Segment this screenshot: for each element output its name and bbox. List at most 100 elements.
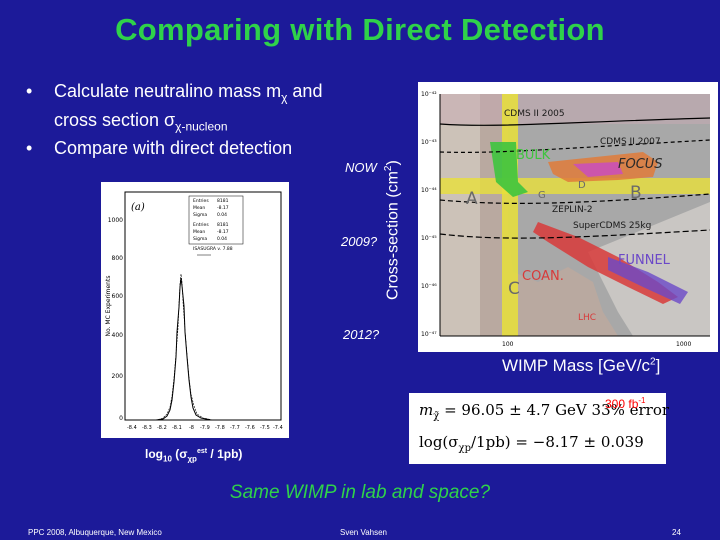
stats-label: Sigma bbox=[193, 236, 207, 242]
note-now: NOW bbox=[345, 160, 377, 175]
hist-x-tick: -7.6 bbox=[245, 425, 255, 431]
zeplin-2-curve bbox=[439, 193, 711, 204]
benchmark-g: G bbox=[538, 190, 546, 201]
axis-label-text: WIMP Mass [GeV/c bbox=[502, 356, 650, 375]
bullet-item-compare: Compare with direct detection bbox=[26, 137, 322, 159]
bulk-region bbox=[490, 142, 528, 197]
xlabel-part: (σ bbox=[171, 447, 188, 461]
hist-x-tick: -7.7 bbox=[230, 425, 240, 431]
funnel-region bbox=[608, 257, 688, 304]
xlabel-sub: χp bbox=[187, 454, 197, 464]
formula-cross-section: log(σχp/1pb) = −8.17 ± 0.039 bbox=[419, 433, 644, 454]
hist-y-tick: 400 bbox=[112, 332, 124, 339]
stats-value: 8181 bbox=[217, 222, 229, 228]
note-2012: 2012? bbox=[343, 327, 380, 342]
hist-x-axis-label: log10 (σχpest / 1pb) bbox=[145, 447, 242, 463]
focus-region-purple bbox=[573, 162, 623, 177]
cdms-2005-curve bbox=[439, 117, 711, 126]
stats-box bbox=[188, 195, 244, 245]
stats-label: Mean bbox=[193, 205, 205, 211]
label-zeplin: ZEPLIN-2 bbox=[552, 205, 593, 215]
stats-label: Entries bbox=[193, 198, 209, 204]
luminosity-exponent: -1 bbox=[638, 396, 646, 405]
plot-y-tick: 10⁻⁴² bbox=[421, 91, 437, 98]
hist-y-tick: 200 bbox=[112, 373, 124, 380]
hist-x-tick: -7.9 bbox=[200, 425, 210, 431]
axis-label-sup: 2 bbox=[383, 165, 394, 172]
plot-x-tick: 100 bbox=[502, 341, 514, 348]
xlabel-part: log bbox=[145, 447, 163, 461]
stats-value: 0.04 bbox=[217, 212, 227, 218]
footer-author: Sven Vahsen bbox=[340, 528, 387, 537]
formula-sub: χp bbox=[458, 443, 471, 454]
bullet-item-mass: Calculate neutralino mass mχ and cross s… bbox=[26, 80, 322, 137]
bullet-text: and bbox=[287, 81, 323, 101]
histogram-fit-curve bbox=[125, 273, 281, 421]
stats-value: -8.17 bbox=[217, 205, 229, 211]
formula-mass: mχ̃ = 96.05 ± 4.7 GeV 33% error bbox=[419, 401, 669, 422]
bullet-text: Compare with direct detection bbox=[54, 138, 293, 159]
axis-label-text: ] bbox=[655, 356, 661, 375]
label-lhc: LHC bbox=[578, 313, 596, 323]
closing-question: Same WIMP in lab and space? bbox=[229, 482, 491, 503]
slide-title: Comparing with Direct Detection bbox=[115, 12, 605, 47]
exclusion-plot: 10⁻⁴² 10⁻⁴³ 10⁻⁴⁴ 10⁻⁴⁵ 10⁻⁴⁶ 10⁻⁴⁷ 100 … bbox=[418, 82, 718, 352]
histogram-figure: No. MC Experiments 1000 800 600 400 200 … bbox=[101, 182, 289, 438]
formula-text: = 96.05 ± 4.7 GeV 33% error bbox=[439, 401, 670, 419]
stats-value: 0.04 bbox=[217, 236, 227, 242]
benchmark-c: C bbox=[508, 279, 520, 299]
label-coan: COAN. bbox=[522, 269, 564, 284]
hist-y-tick: 0 bbox=[119, 415, 123, 422]
histogram-curve bbox=[125, 277, 281, 421]
label-focus: FOCUS bbox=[618, 157, 663, 172]
plot-y-tick: 10⁻⁴⁴ bbox=[421, 187, 437, 194]
hist-y-tick: 800 bbox=[112, 255, 124, 262]
hist-legend-text: ISASUGRA v. 7.88 bbox=[193, 246, 233, 252]
label-cdms-2005: CDMS II 2005 bbox=[504, 109, 565, 119]
stats-value: 8181 bbox=[217, 198, 229, 204]
plot-x-tick: 1000 bbox=[676, 341, 691, 348]
xlabel-sup: est bbox=[196, 448, 208, 455]
luminosity-exponent: -1 bbox=[188, 254, 197, 264]
cross-section-axis-label: Cross-section (cm2) bbox=[383, 160, 402, 300]
formula-text: /1pb) = −8.17 ± 0.039 bbox=[471, 433, 644, 451]
bullet-text: cross section σ bbox=[54, 109, 176, 130]
xlabel-sub: 10 bbox=[163, 454, 172, 464]
wimp-mass-axis-label: WIMP Mass [GeV/c2] bbox=[502, 356, 660, 376]
plot-y-tick: 10⁻⁴⁷ bbox=[421, 331, 437, 338]
bullet-text: Calculate neutralino mass m bbox=[54, 81, 282, 101]
luminosity-right: 300 fb-1 bbox=[605, 396, 646, 411]
hist-x-tick: -8.4 bbox=[127, 425, 137, 431]
hist-x-tick: -8.2 bbox=[157, 425, 167, 431]
stats-label: Entries bbox=[193, 222, 209, 228]
axis-label-text: Cross-section (cm bbox=[384, 171, 402, 300]
note-2009: 2009? bbox=[341, 234, 378, 249]
plot-y-tick: 10⁻⁴⁶ bbox=[421, 283, 437, 290]
benchmark-b: B bbox=[630, 183, 642, 203]
formula-text: log(σ bbox=[419, 433, 459, 451]
xlabel-part: / 1pb) bbox=[207, 447, 243, 461]
benchmark-d: D bbox=[578, 180, 586, 191]
hist-y-axis-label: No. MC Experiments bbox=[105, 276, 112, 337]
formula-sub: χ̃ bbox=[433, 411, 440, 422]
footer-conference: PPC 2008, Albuquerque, New Mexico bbox=[28, 528, 162, 537]
label-cdms-2007: CDMS II 2007 bbox=[600, 137, 661, 147]
benchmark-a: A bbox=[466, 189, 478, 209]
chi-subscript: χ bbox=[281, 90, 288, 105]
supercdms-curve bbox=[439, 229, 711, 239]
hist-panel-label: (a) bbox=[131, 202, 145, 213]
stats-label: Sigma bbox=[193, 212, 207, 218]
cdms-2007-curve bbox=[439, 139, 711, 153]
luminosity-left: 300 fb-1 bbox=[148, 254, 196, 271]
formula-text: m bbox=[419, 401, 434, 419]
low-mass-region bbox=[440, 94, 480, 336]
luminosity-value: 300 fb bbox=[605, 397, 639, 411]
label-funnel: FUNNEL bbox=[618, 253, 671, 268]
hist-x-tick: -8 bbox=[189, 425, 194, 431]
stats-label: Mean bbox=[193, 229, 205, 235]
measurement-formula-box: mχ̃ = 96.05 ± 4.7 GeV 33% error log(σχp/… bbox=[409, 393, 669, 464]
label-bulk: BULK bbox=[516, 148, 551, 163]
hist-y-tick: 600 bbox=[112, 293, 124, 300]
luminosity-value: 300 fb bbox=[148, 254, 189, 271]
footer-page-number: 24 bbox=[672, 528, 681, 537]
